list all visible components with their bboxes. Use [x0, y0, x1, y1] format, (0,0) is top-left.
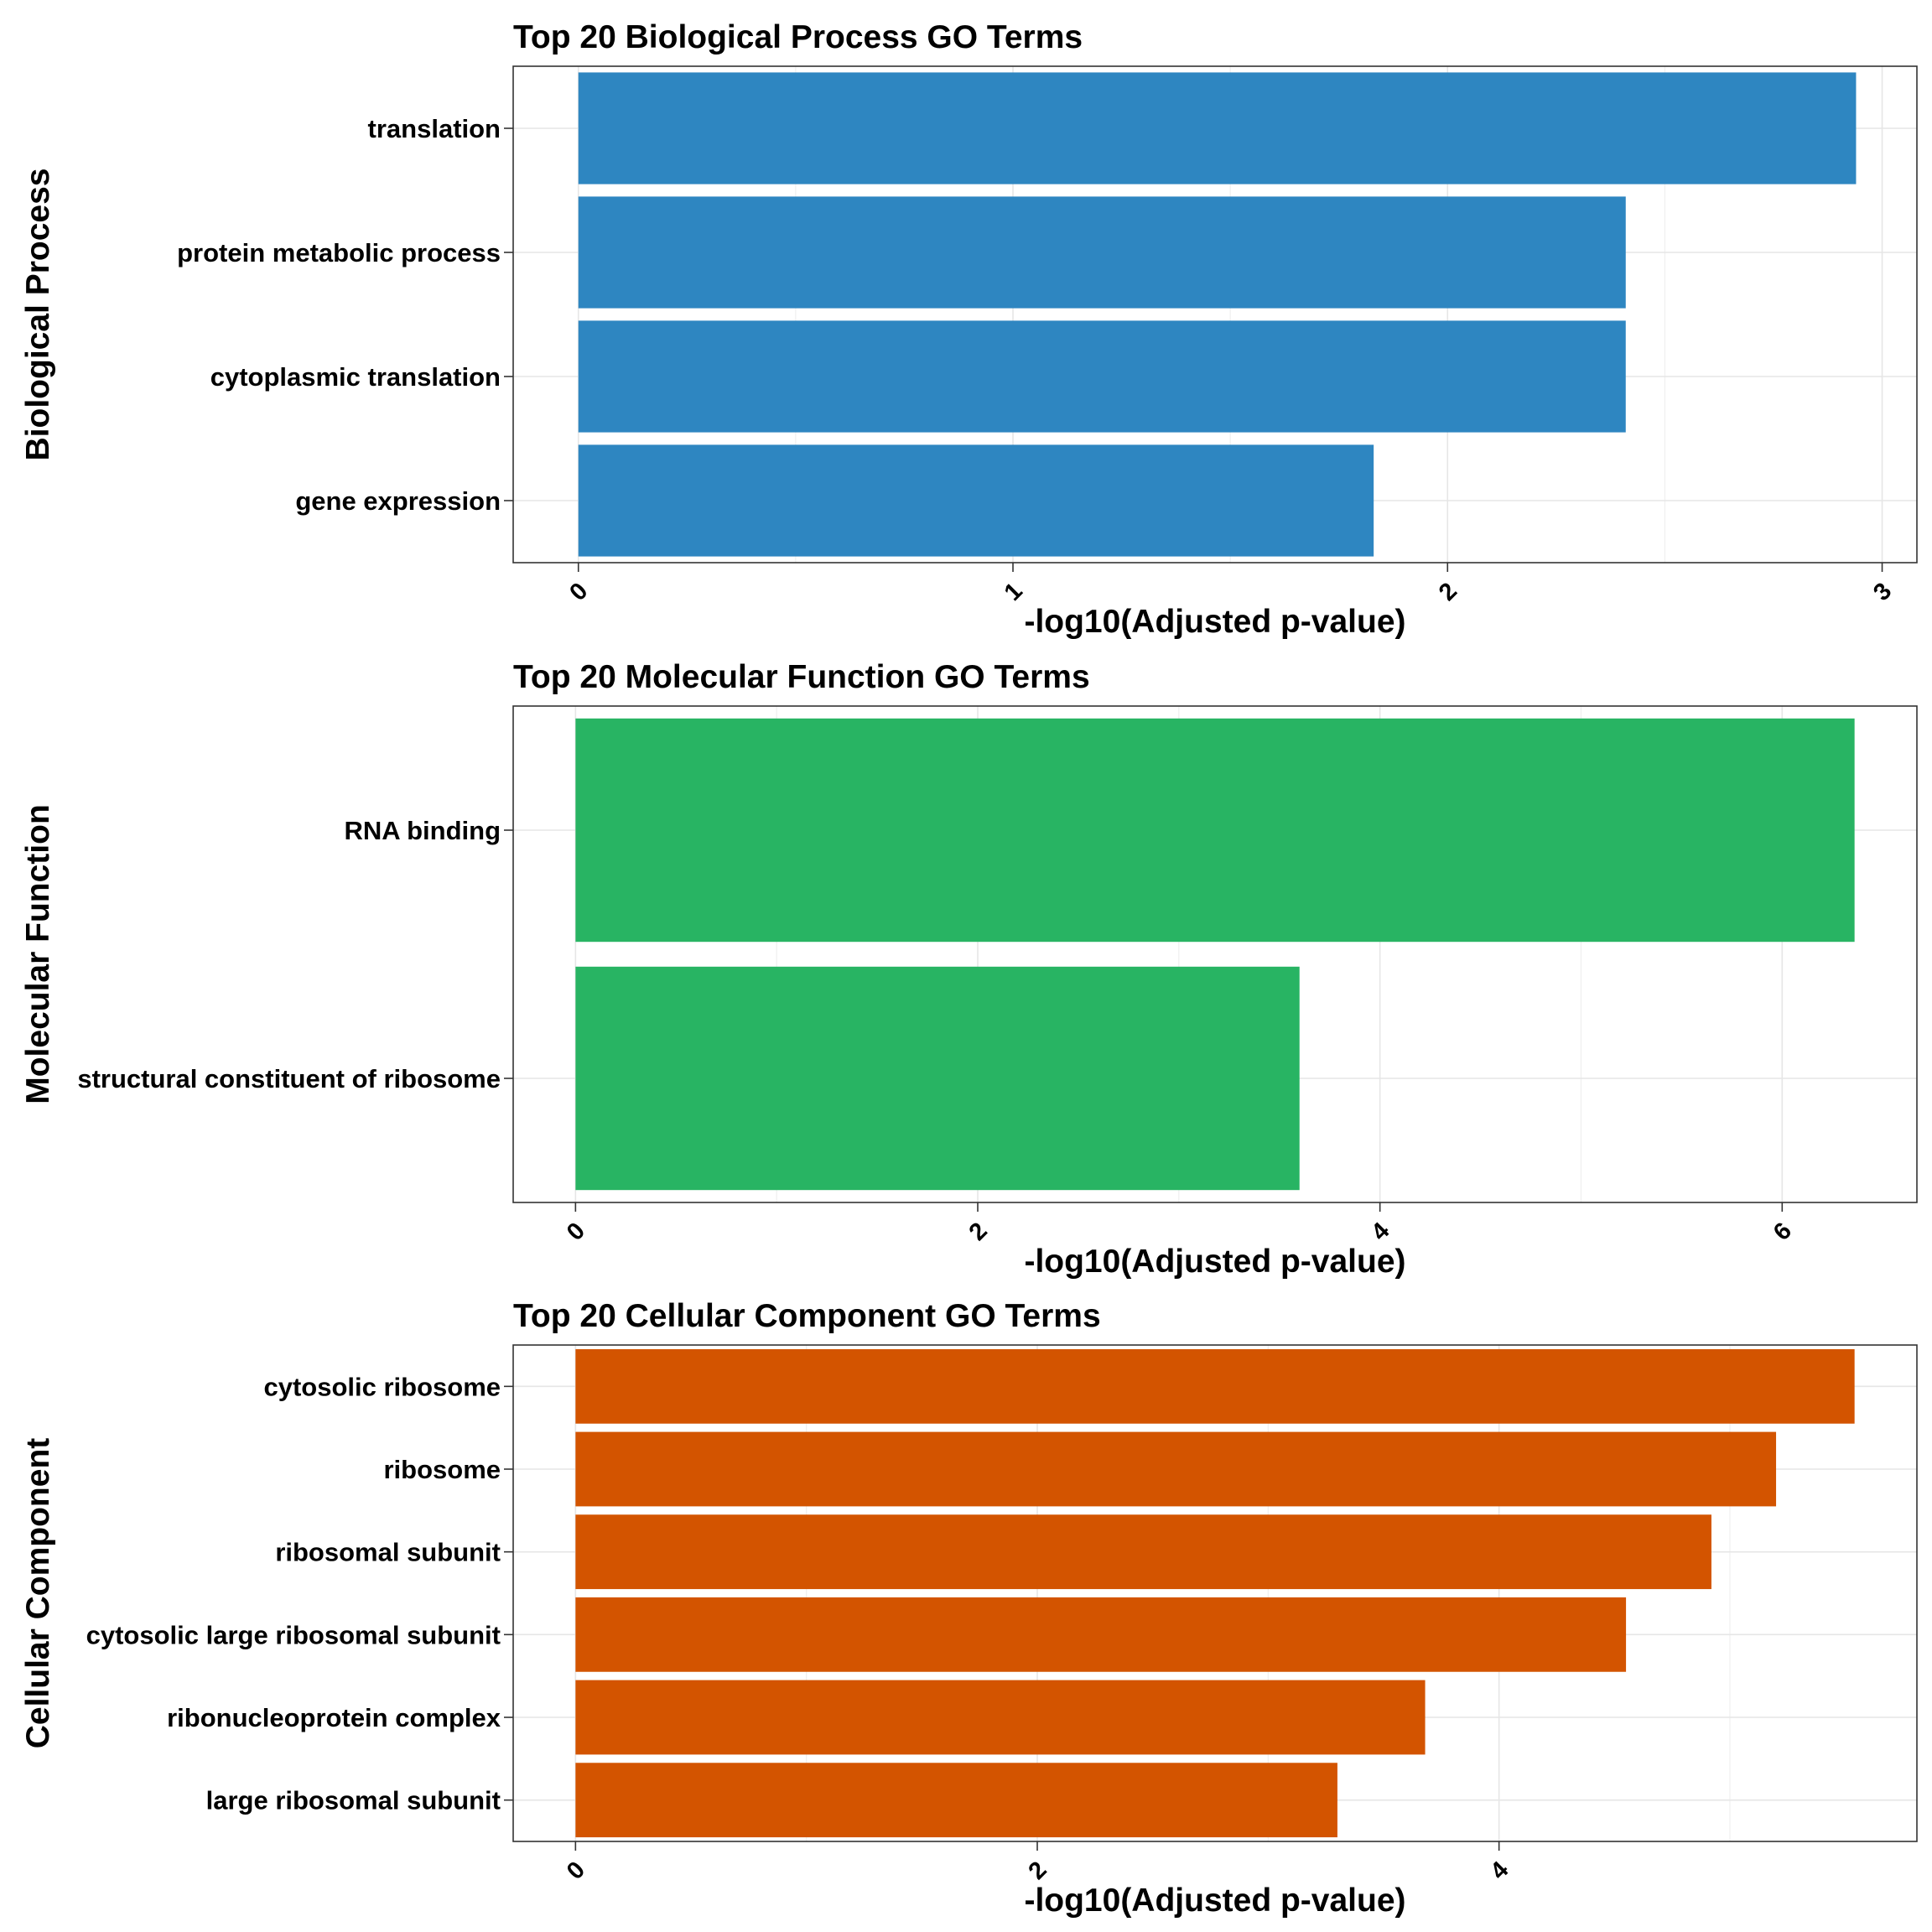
x-tick-label: 2: [964, 1218, 993, 1246]
molecular-function-y-axis-label: Molecular Function: [20, 804, 56, 1104]
x-tick-label: 2: [1024, 1857, 1052, 1885]
biological-process-x-axis-label: -log10(Adjusted p-value): [1024, 604, 1405, 640]
molecular-function-panel-border: [512, 705, 1918, 1203]
x-tick-label: 1: [1000, 578, 1028, 606]
x-tick-label: 4: [1485, 1857, 1514, 1885]
x-tick-label: 3: [1868, 578, 1897, 606]
category-label-ribosomal-subunit: ribosomal subunit: [275, 1538, 501, 1567]
x-tick-label: 0: [562, 1218, 590, 1246]
bar-translation: [578, 72, 1857, 184]
bar-protein-metabolic-process: [578, 196, 1626, 309]
molecular-function-x-axis-label: -log10(Adjusted p-value): [1024, 1244, 1405, 1280]
cellular-component-x-axis-label: -log10(Adjusted p-value): [1024, 1883, 1405, 1919]
biological-process-title: Top 20 Biological Process GO Terms: [513, 19, 1083, 55]
bar-ribosome: [575, 1431, 1777, 1507]
category-label-ribonucleoprotein-complex: ribonucleoprotein complex: [167, 1703, 501, 1732]
bar-gene-expression: [578, 444, 1374, 557]
cellular-component-panel-border: [512, 1344, 1918, 1842]
bar-ribosomal-subunit: [575, 1514, 1711, 1590]
category-label-protein-metabolic-process: protein metabolic process: [177, 238, 501, 267]
x-tick-label: 6: [1768, 1218, 1797, 1246]
category-label-rna-binding: RNA binding: [344, 816, 501, 845]
x-tick-label: 2: [1434, 578, 1462, 606]
bar-rna-binding: [575, 718, 1855, 943]
x-tick-label: 0: [562, 1857, 590, 1885]
biological-process-y-axis-label: Biological Process: [20, 169, 56, 461]
category-label-ribosome: ribosome: [383, 1455, 501, 1484]
bar-cytoplasmic-translation: [578, 320, 1626, 433]
category-label-gene-expression: gene expression: [295, 486, 501, 516]
molecular-function-title: Top 20 Molecular Function GO Terms: [513, 659, 1090, 695]
category-label-translation: translation: [368, 114, 501, 143]
bar-cytosolic-large-ribosomal-subunit: [575, 1597, 1627, 1672]
category-label-cytosolic-ribosome: cytosolic ribosome: [263, 1372, 501, 1401]
cellular-component-plot-area: [513, 1345, 1917, 1841]
molecular-function-panel: RNA binding structural constituent of rib…: [20, 659, 1918, 1280]
x-tick-label: 0: [564, 578, 593, 606]
cellular-component-y-axis-label: Cellular Component: [20, 1438, 56, 1749]
bar-cytosolic-ribosome: [575, 1348, 1855, 1424]
biological-process-panel-border: [512, 65, 1918, 564]
biological-process-panel: translation protein metabolic process cyto…: [20, 19, 1918, 640]
cellular-component-title: Top 20 Cellular Component GO Terms: [513, 1298, 1101, 1334]
x-tick-label: 4: [1366, 1218, 1394, 1246]
category-label-cytoplasmic-translation: cytoplasmic translation: [210, 362, 501, 392]
category-label-cytosolic-large-ribosomal-subunit: cytosolic large ribosomal subunit: [86, 1620, 501, 1649]
bar-ribonucleoprotein-complex: [575, 1680, 1426, 1755]
category-label-large-ribosomal-subunit: large ribosomal subunit: [206, 1786, 501, 1815]
cellular-component-panel: cytosolic ribosome ribosome ribosomal subu…: [20, 1298, 1918, 1919]
bar-structural-constituent-of-ribosome: [575, 966, 1300, 1191]
bar-large-ribosomal-subunit: [575, 1763, 1337, 1838]
category-label-structural-constituent-of-ribosome: structural constituent of ribosome: [77, 1064, 501, 1093]
